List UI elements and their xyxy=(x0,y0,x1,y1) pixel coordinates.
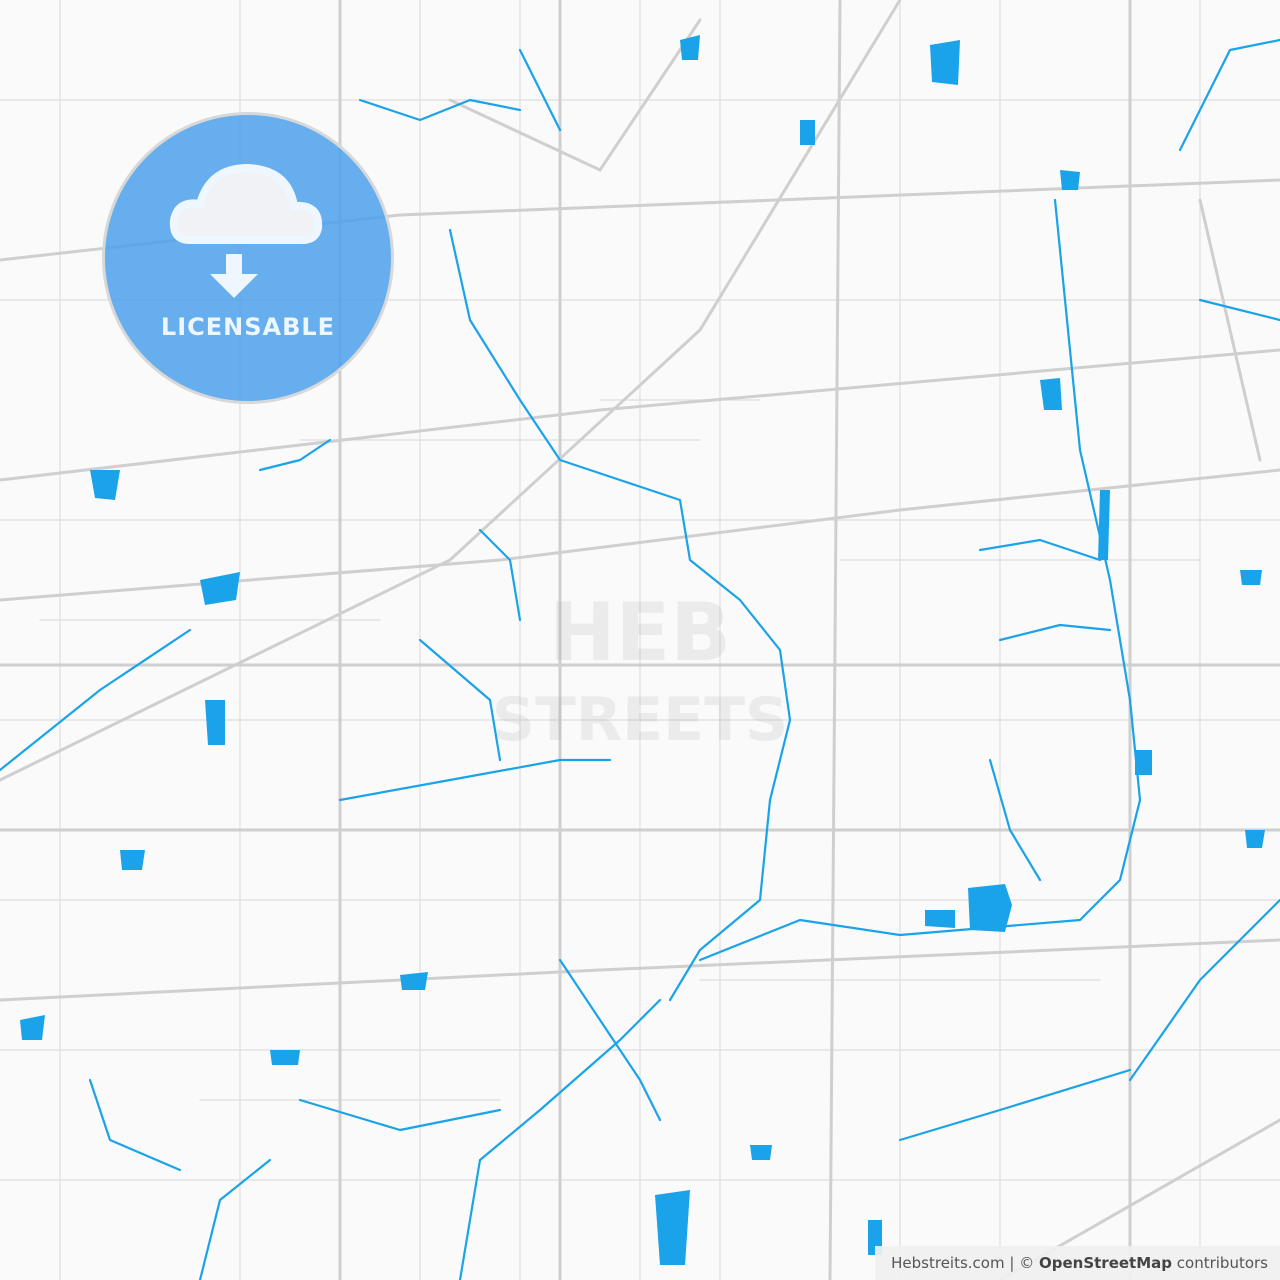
cloud-download-icon xyxy=(169,163,323,298)
map-attribution: Hebstreits.com | © OpenStreetMap contrib… xyxy=(875,1246,1280,1280)
watermark: HEB STREETS xyxy=(492,586,788,755)
streams xyxy=(0,38,1280,1280)
svg-text:STREETS: STREETS xyxy=(492,685,788,755)
attribution-suffix: contributors xyxy=(1176,1254,1268,1272)
attribution-site-link[interactable]: Hebstreits.com xyxy=(891,1254,1005,1272)
svg-text:HEB: HEB xyxy=(549,586,732,679)
attribution-osm-link[interactable]: OpenStreetMap xyxy=(1038,1254,1172,1272)
licensable-badge[interactable]: LICENSABLE xyxy=(102,112,394,404)
licensable-label: LICENSABLE xyxy=(160,313,336,341)
attribution-separator: | © xyxy=(1009,1254,1035,1272)
